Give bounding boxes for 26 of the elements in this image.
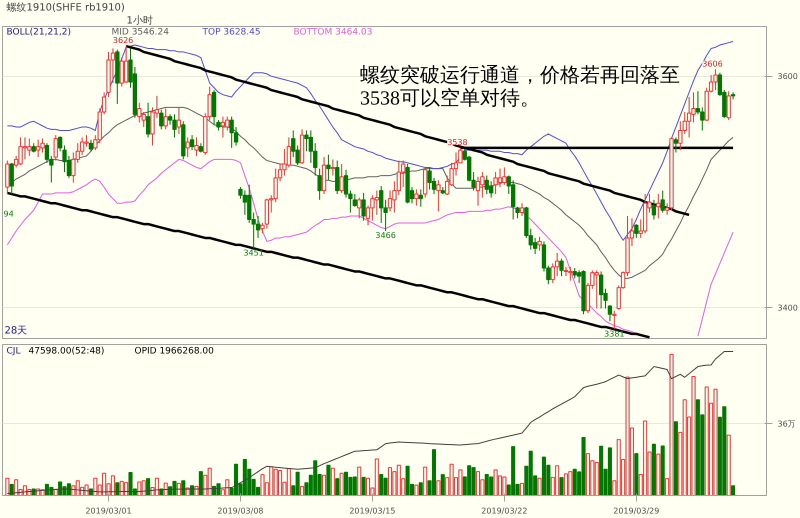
annotation: OPID 1966268.00 bbox=[134, 346, 214, 356]
annotation: 94 bbox=[4, 210, 14, 218]
chart-title: CJL bbox=[6, 346, 20, 356]
annotation: 3466 bbox=[375, 231, 396, 240]
x-tick-label: 2019/03/01 bbox=[85, 506, 132, 516]
x-tick-label: 2019/03/15 bbox=[349, 506, 396, 516]
x-tick-label: 2019/03/22 bbox=[481, 506, 528, 516]
text: BOTTOM 3464.03 bbox=[294, 28, 372, 38]
text: TOP 3628.45 bbox=[202, 28, 261, 38]
x-tick-label: 2019/03/29 bbox=[613, 506, 660, 516]
annotation: 47598.00(52:48) bbox=[28, 346, 104, 356]
y-tick-label: 3600 bbox=[778, 72, 798, 82]
chart-title: 螺纹1910(SHFE rb1910) bbox=[6, 2, 125, 14]
annotation: 3626 bbox=[112, 36, 134, 46]
x-tick-label: 2019/03/08 bbox=[217, 506, 264, 516]
annotation: 3451 bbox=[243, 248, 264, 258]
annotation: 28天 bbox=[4, 326, 28, 336]
y-tick-label: 36万 bbox=[778, 419, 796, 428]
annotation: 螺纹突破运行通道，价格若再回落至 3538可以空单对待。 bbox=[360, 64, 680, 110]
chart-subtitle: 1小时 bbox=[126, 14, 153, 26]
annotation: 3538 bbox=[447, 138, 468, 147]
legend-title: BOLL(21,21,2) bbox=[6, 28, 72, 38]
annotation: 3606 bbox=[702, 59, 723, 68]
text: MID 3546.24 bbox=[112, 28, 170, 38]
y-tick-label: 3400 bbox=[778, 303, 798, 312]
annotation: 3381 bbox=[604, 329, 624, 338]
